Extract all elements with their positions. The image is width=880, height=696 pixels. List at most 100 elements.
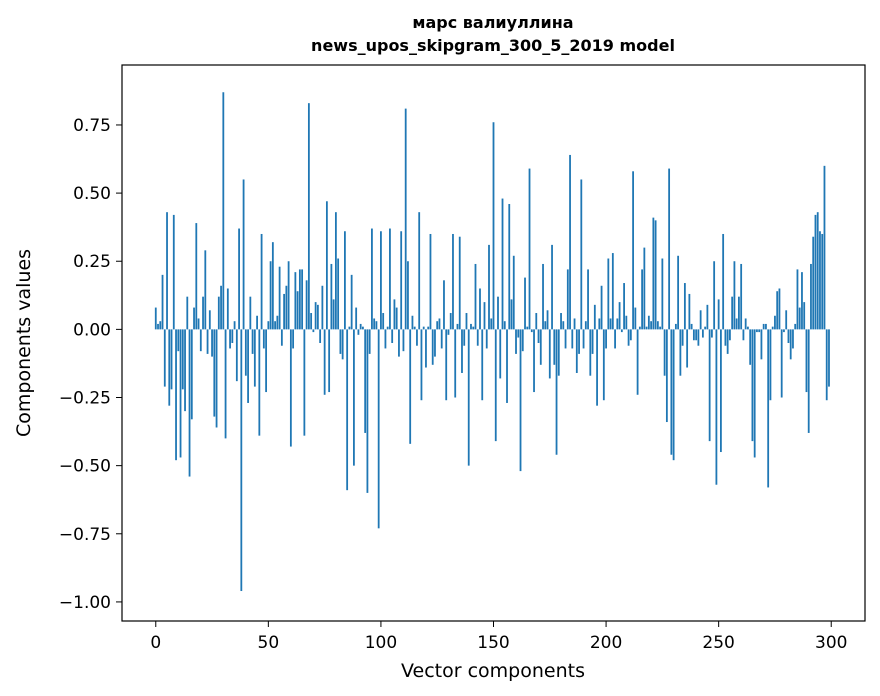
x-tick-label: 50: [258, 633, 280, 653]
bar-285: [796, 269, 799, 330]
bar-287: [801, 272, 803, 330]
bar-37: [238, 228, 240, 330]
bar-49: [265, 329, 267, 393]
bar-270: [762, 323, 765, 330]
bar-32: [226, 288, 229, 330]
bar-156: [506, 329, 508, 403]
bar-204: [614, 329, 616, 349]
bar-264: [749, 329, 752, 365]
x-tick-label: 150: [477, 633, 509, 653]
bar-181: [562, 321, 565, 330]
bar-253: [724, 329, 727, 346]
bar-54: [276, 315, 279, 330]
bar-232: [677, 255, 680, 330]
bar-145: [481, 329, 484, 401]
bar-180: [560, 313, 562, 330]
bar-94: [366, 329, 369, 493]
plot-frame: [121, 64, 866, 622]
bar-240: [695, 329, 698, 341]
x-axis-ticks: 0 50 100 150 200 250 300: [150, 621, 847, 653]
bar-84: [344, 231, 346, 330]
bar-294: [816, 212, 819, 330]
x-axis-label: Vector components: [401, 660, 585, 682]
bar-183: [566, 269, 569, 330]
bar-206: [618, 302, 621, 330]
bar-53: [274, 321, 276, 330]
bar-234: [681, 329, 684, 346]
bar-121: [427, 326, 430, 330]
bar-171: [539, 329, 542, 365]
bar-112: [407, 261, 409, 330]
bar-35: [233, 321, 236, 330]
y-tick-label: −0.50: [59, 457, 111, 477]
bar-280: [785, 310, 788, 330]
bar-139: [467, 329, 470, 466]
bar-89: [355, 307, 358, 330]
bar-220: [650, 321, 653, 330]
bar-231: [674, 323, 677, 330]
bar-96: [371, 228, 373, 330]
bar-178: [555, 329, 558, 455]
bar-24: [208, 310, 211, 330]
bar-283: [792, 329, 794, 349]
bar-15: [188, 329, 191, 477]
bar-6: [168, 329, 171, 406]
y-tick-label: 0.25: [73, 252, 111, 272]
bar-272: [767, 329, 770, 488]
bar-195: [593, 304, 596, 330]
bar-75: [323, 329, 326, 395]
bar-135: [458, 236, 461, 330]
bar-190: [582, 329, 585, 349]
bar-59: [287, 261, 290, 330]
bar-12: [181, 329, 184, 390]
bar-18: [195, 223, 198, 330]
bar-58: [285, 285, 288, 330]
bar-219: [647, 315, 650, 330]
bar-216: [641, 269, 643, 330]
bar-14: [186, 296, 189, 330]
bar-64: [298, 269, 301, 330]
bar-153: [499, 329, 502, 379]
bar-76: [325, 201, 328, 330]
bar-104: [389, 228, 391, 330]
bar-281: [787, 329, 790, 343]
bar-273: [769, 329, 772, 401]
bar-196: [596, 329, 598, 406]
bar-81: [337, 258, 340, 330]
x-tick-label: 200: [590, 633, 622, 653]
bar-132: [452, 233, 454, 330]
bar-185: [571, 329, 574, 349]
x-tick-label: 300: [815, 633, 847, 653]
bar-289: [805, 329, 808, 393]
bar-174: [546, 310, 549, 330]
y-tick-label: 0.50: [73, 184, 111, 204]
bar-134: [456, 323, 459, 330]
bar-98: [375, 321, 378, 330]
chart-title-line1: марс валиуллина: [412, 13, 573, 32]
bar-192: [587, 269, 589, 330]
bar-193: [589, 329, 592, 376]
bar-142: [474, 263, 477, 330]
bar-38: [240, 329, 243, 592]
bar-113: [409, 329, 412, 444]
bar-40: [244, 329, 247, 376]
bar-291: [810, 263, 812, 330]
bar-228: [668, 168, 671, 330]
bar-114: [411, 315, 414, 330]
bar-10: [177, 329, 180, 352]
bar-275: [774, 315, 776, 330]
bar-225: [661, 258, 664, 330]
bar-125: [436, 321, 439, 330]
bar-265: [751, 329, 754, 442]
bar-176: [551, 244, 553, 330]
bar-129: [445, 329, 448, 401]
bar-17: [193, 307, 195, 330]
bar-210: [627, 329, 630, 346]
bar-138: [465, 313, 468, 330]
bar-288: [803, 302, 806, 330]
bar-11: [179, 329, 182, 458]
bar-108: [398, 329, 400, 357]
bar-182: [564, 329, 567, 349]
bar-1: [157, 323, 159, 330]
